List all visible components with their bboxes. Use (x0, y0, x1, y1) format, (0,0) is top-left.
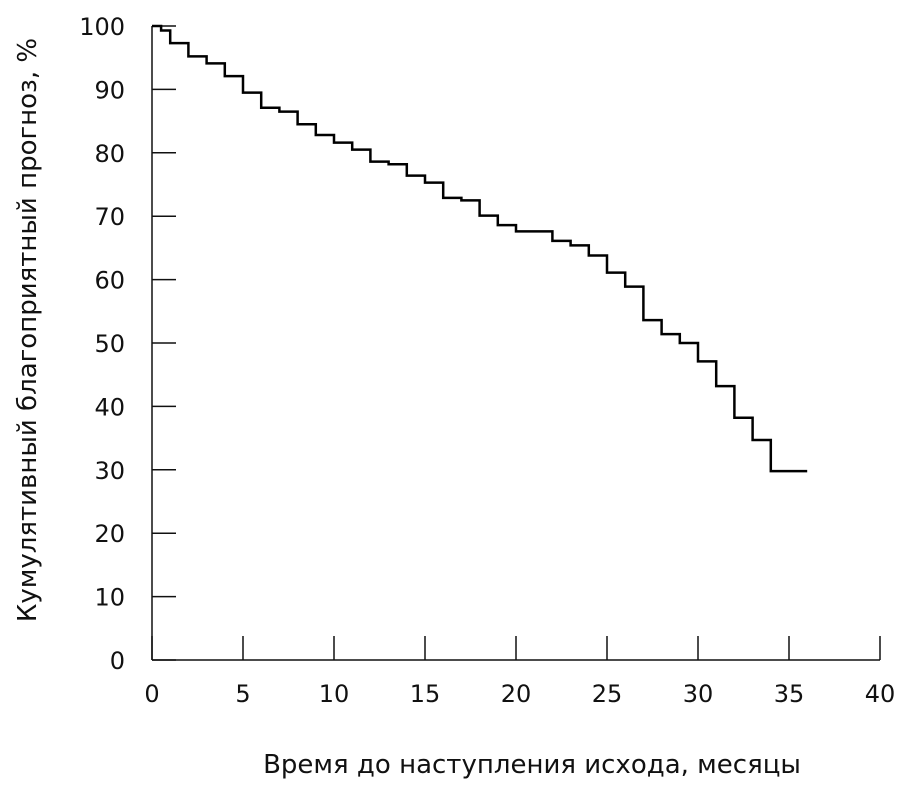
y-tick-label: 70 (94, 203, 125, 231)
y-tick-label: 80 (94, 140, 125, 168)
x-tick-label: 20 (501, 680, 532, 708)
series-layer (152, 24, 808, 473)
axes (151, 26, 880, 661)
x-tick-label: 10 (319, 680, 350, 708)
ticks: 0 10 20 30 40 50 60 70 80 90 100 0 5 10 15 20 25 30 35 40 (79, 13, 895, 708)
y-tick-label: 100 (79, 13, 125, 41)
x-tick-label: 25 (592, 680, 623, 708)
x-tick-label: 0 (144, 680, 159, 708)
x-tick-label: 30 (683, 680, 714, 708)
y-tick-label: 10 (94, 584, 125, 612)
x-axis-title: Время до наступления исхода, месяцы (263, 750, 801, 780)
y-tick-label: 30 (94, 457, 125, 485)
x-tick-label: 5 (235, 680, 250, 708)
survival-step-line (152, 24, 808, 473)
y-tick-label: 40 (94, 393, 125, 421)
x-tick-label: 35 (774, 680, 805, 708)
y-tick-label: 0 (110, 647, 125, 675)
y-axis-title: Кумулятивный благоприятный прогноз, % (13, 38, 43, 622)
y-tick-label: 20 (94, 520, 125, 548)
x-tick-label: 40 (865, 680, 896, 708)
y-tick-label: 50 (94, 330, 125, 358)
y-tick-label: 90 (94, 76, 125, 104)
x-tick-label: 15 (410, 680, 441, 708)
y-tick-label: 60 (94, 267, 125, 295)
